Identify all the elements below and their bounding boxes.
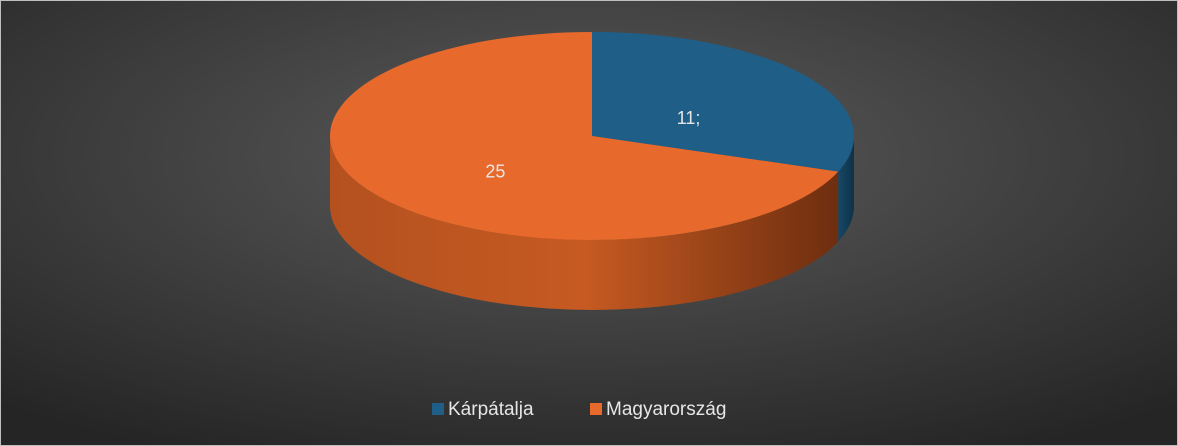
legend-label: Magyarország [606,399,726,420]
legend-swatch [432,403,444,415]
pie-side [838,136,854,242]
legend-swatch [590,403,602,415]
data-label: 11; [677,108,701,128]
pie-slice [329,32,839,240]
pie-slice [592,32,854,172]
pie: 11; 25 [329,32,854,310]
legend-label: Kárpátalja [448,399,534,420]
data-label: 25 [485,162,505,182]
legend: Kárpátalja Magyarország [432,399,726,420]
pie-side [330,136,839,310]
